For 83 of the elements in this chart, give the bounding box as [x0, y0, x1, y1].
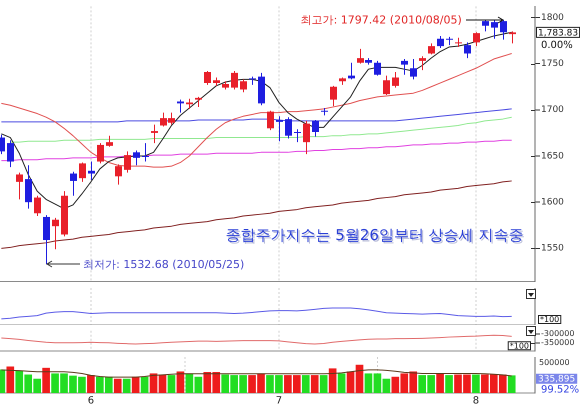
candlestick — [43, 214, 50, 265]
bar — [338, 373, 346, 393]
y-tick-label: 1750 — [541, 59, 564, 69]
y-tick-label: 1650 — [541, 151, 564, 162]
bar — [132, 376, 140, 393]
bar — [122, 378, 131, 393]
candlestick — [79, 162, 86, 182]
candlestick — [357, 48, 364, 64]
candlestick — [124, 150, 131, 174]
candlestick — [249, 76, 256, 86]
candlestick — [303, 120, 310, 155]
candlestick — [231, 70, 238, 90]
x-tick-label: 8 — [472, 396, 480, 407]
y-tick-label: 1550 — [541, 244, 564, 254]
bar — [436, 373, 444, 393]
candlestick — [133, 150, 140, 166]
candlestick — [437, 35, 444, 48]
bar — [42, 368, 50, 393]
bar — [140, 376, 148, 393]
candlestick — [186, 98, 193, 110]
candlestick — [419, 56, 426, 71]
candlestick — [401, 58, 408, 76]
candlestick — [106, 135, 113, 148]
text: 99.52% — [541, 384, 580, 396]
candlestick — [177, 99, 184, 114]
bar — [302, 375, 310, 393]
candlestick — [7, 140, 14, 168]
candlestick — [240, 78, 247, 93]
candlestick — [410, 58, 417, 80]
candlestick — [70, 171, 77, 196]
y-tick-label: -350000 — [541, 338, 574, 348]
text: 0.00% — [541, 40, 573, 52]
y-tick-label: 1800 — [541, 12, 564, 23]
candlestick — [25, 164, 32, 210]
candlestick — [330, 85, 337, 107]
text: 500000 — [539, 358, 570, 368]
bar — [168, 375, 176, 393]
candlestick — [491, 20, 498, 40]
bar — [114, 378, 122, 393]
candlestick — [285, 116, 292, 139]
candlestick — [16, 172, 23, 200]
annotation: 종합주가지수는 5월26일부터 상승세 지속중 — [227, 228, 525, 246]
text: 335,895 — [538, 374, 576, 385]
x-tick-label: 7 — [276, 396, 282, 407]
candlestick — [312, 119, 319, 138]
candlestick — [348, 62, 355, 80]
bar — [508, 375, 516, 393]
annotation: *100 — [510, 341, 530, 350]
bar — [328, 368, 336, 393]
y-tick-label: -300000 — [541, 329, 574, 338]
bar — [87, 375, 95, 393]
candlestick — [392, 71, 399, 88]
x-tick-label: 6 — [88, 396, 94, 407]
bar — [472, 374, 480, 393]
candlestick — [464, 42, 471, 59]
text: *100 — [540, 315, 560, 324]
candlestick — [151, 124, 158, 144]
annotation: 최고가: 1797.42 (2010/08/05) — [300, 14, 462, 27]
candlestick — [115, 164, 122, 186]
candlestick — [383, 75, 390, 96]
candlestick — [88, 161, 95, 181]
annotation: 최저가: 1532.68 (2010/05/25) — [83, 258, 244, 272]
candlestick — [52, 217, 59, 250]
candlestick — [267, 110, 274, 131]
candlestick — [204, 70, 211, 86]
candlestick — [97, 142, 104, 164]
text: 1,783.83 — [538, 28, 578, 38]
bar — [320, 375, 328, 393]
bar — [310, 375, 319, 393]
candlestick — [142, 142, 149, 162]
candlestick — [482, 20, 489, 32]
candlestick — [428, 42, 435, 55]
y-tick-label: 1700 — [541, 105, 564, 116]
candlestick — [294, 128, 301, 143]
candlestick — [34, 195, 41, 217]
bar — [176, 371, 184, 393]
candlestick — [473, 32, 480, 47]
y-tick-label: 1600 — [541, 198, 564, 208]
candlestick — [374, 60, 381, 76]
candlestick — [455, 37, 462, 48]
bar — [445, 375, 453, 393]
candlestick — [276, 116, 283, 142]
candlestick — [500, 19, 507, 40]
